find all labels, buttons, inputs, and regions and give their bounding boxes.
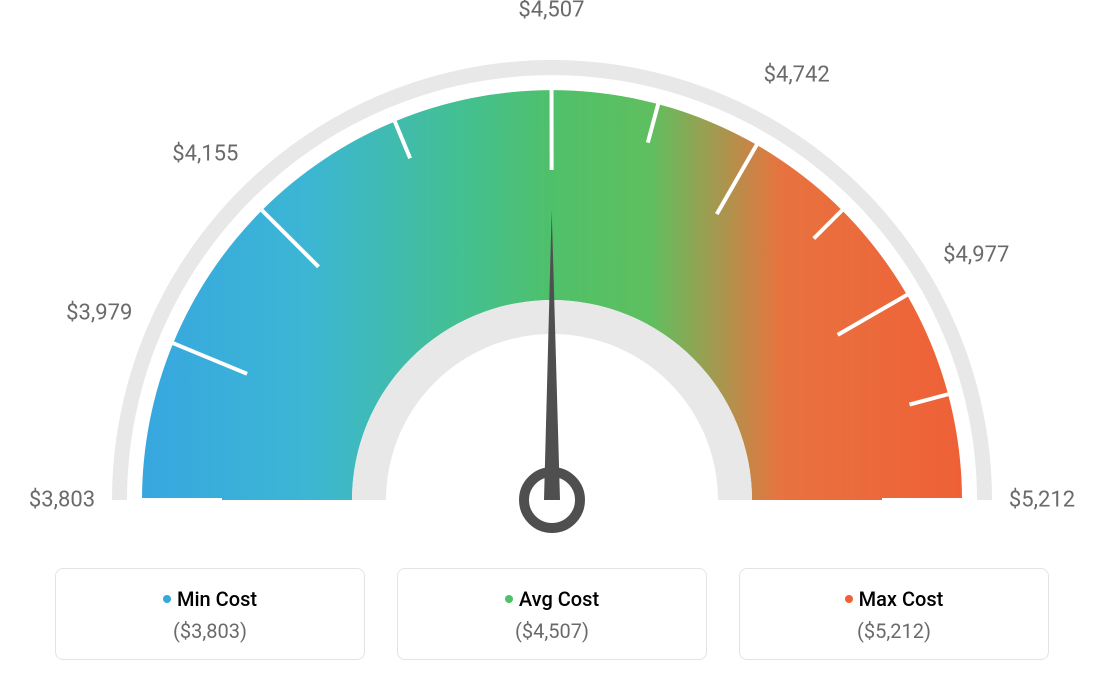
- legend-card-min: Min Cost ($3,803): [55, 568, 365, 660]
- gauge-tick-label: $3,803: [29, 488, 95, 513]
- gauge-tick-label: $4,507: [518, 0, 584, 23]
- legend-card-avg: Avg Cost ($4,507): [397, 568, 707, 660]
- gauge-tick-label: $5,212: [1009, 488, 1075, 513]
- legend-value-max: ($5,212): [760, 619, 1028, 643]
- legend-row: Min Cost ($3,803) Avg Cost ($4,507) Max …: [0, 568, 1104, 660]
- legend-dot-max: [845, 595, 853, 603]
- gauge-tick-label: $3,979: [66, 300, 132, 325]
- legend-title-text-min: Min Cost: [177, 587, 257, 611]
- legend-dot-min: [163, 595, 171, 603]
- legend-title-max: Max Cost: [760, 587, 1028, 611]
- legend-title-avg: Avg Cost: [418, 587, 686, 611]
- gauge-tick-label: $4,977: [943, 242, 1009, 267]
- gauge-chart: $3,803 $3,979 $4,155 $4,507 $4,742 $4,977 $5,2…: [0, 0, 1104, 540]
- legend-value-avg: ($4,507): [418, 619, 686, 643]
- gauge-tick-label: $4,155: [172, 141, 238, 166]
- legend-value-min: ($3,803): [76, 619, 344, 643]
- legend-dot-avg: [505, 595, 513, 603]
- legend-title-text-max: Max Cost: [859, 587, 944, 611]
- legend-card-max: Max Cost ($5,212): [739, 568, 1049, 660]
- gauge-tick-label: $4,742: [764, 63, 830, 88]
- gauge-svg: [0, 0, 1104, 540]
- legend-title-min: Min Cost: [76, 587, 344, 611]
- legend-title-text-avg: Avg Cost: [519, 587, 599, 611]
